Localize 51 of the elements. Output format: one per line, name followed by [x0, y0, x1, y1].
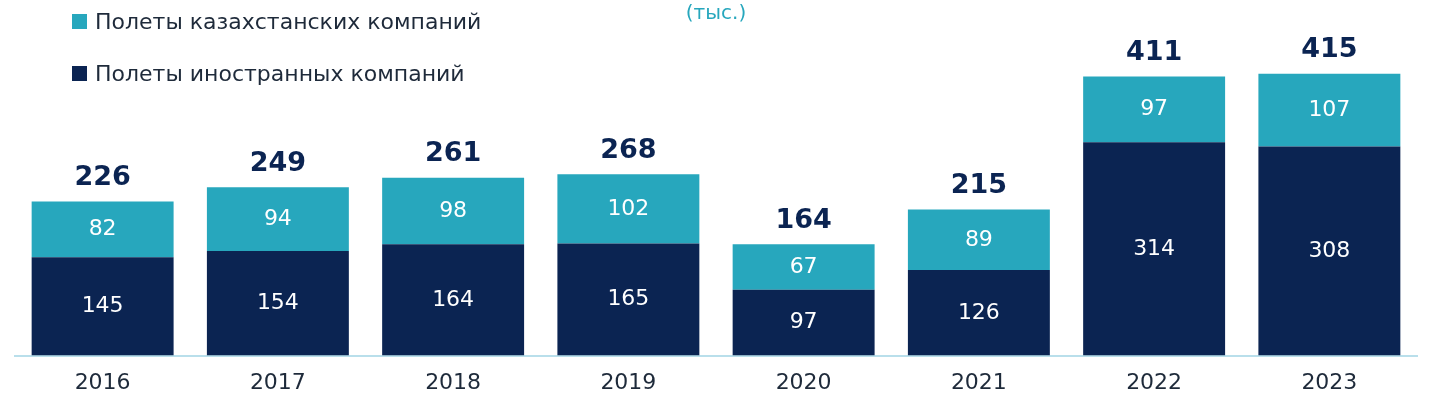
total-label: 226: [74, 159, 131, 191]
data-label: 165: [607, 285, 650, 311]
bar: [1258, 146, 1401, 356]
bar: [1083, 76, 1226, 143]
x-tick-label: 2022: [1126, 368, 1183, 394]
bar: [732, 244, 875, 290]
data-label: 107: [1308, 95, 1351, 121]
total-label: 215: [950, 168, 1008, 200]
bar: [31, 257, 174, 356]
data-label: 97: [789, 308, 818, 334]
legend-label: Полеты иностранных компаний: [95, 60, 465, 86]
total-label: 249: [249, 145, 307, 177]
bar: [557, 174, 700, 244]
data-label: 145: [81, 292, 124, 318]
data-label: 94: [263, 204, 292, 230]
bar: [206, 251, 349, 356]
bar: [907, 209, 1050, 271]
data-label: 126: [957, 298, 1000, 324]
bar: [732, 289, 875, 356]
x-tick-label: 2020: [775, 368, 832, 394]
total-label: 164: [775, 202, 832, 234]
bar: [382, 244, 525, 356]
total-label: 261: [424, 136, 482, 168]
total-label: 268: [600, 132, 657, 164]
data-label: 82: [88, 215, 117, 240]
x-tick-label: 2021: [950, 368, 1007, 394]
x-tick-label: 2016: [74, 368, 131, 394]
data-label: 67: [789, 252, 818, 278]
data-label: 164: [432, 285, 475, 311]
x-tick-label: 2017: [249, 368, 306, 394]
data-label: 97: [1140, 95, 1169, 121]
data-label: 98: [439, 196, 468, 222]
x-tick-label: 2019: [600, 368, 657, 394]
bar: [557, 243, 700, 356]
data-label: 308: [1308, 236, 1351, 262]
data-label: 154: [256, 289, 299, 315]
bar: [907, 270, 1050, 356]
x-tick-label: 2023: [1301, 368, 1358, 394]
bar: [31, 201, 174, 258]
bar: [206, 187, 349, 252]
data-label: 102: [607, 194, 650, 220]
total-label: 411: [1125, 35, 1183, 66]
bar: [1258, 73, 1401, 147]
data-label: 314: [1133, 234, 1176, 260]
x-tick-label: 2018: [425, 368, 482, 394]
data-label: 89: [964, 225, 993, 251]
bar: [382, 177, 525, 245]
chart-title: (тыс.): [685, 0, 747, 24]
total-label: 415: [1301, 32, 1358, 64]
legend-label: Полеты казахстанских компаний: [95, 8, 482, 34]
bar: [1083, 142, 1226, 356]
